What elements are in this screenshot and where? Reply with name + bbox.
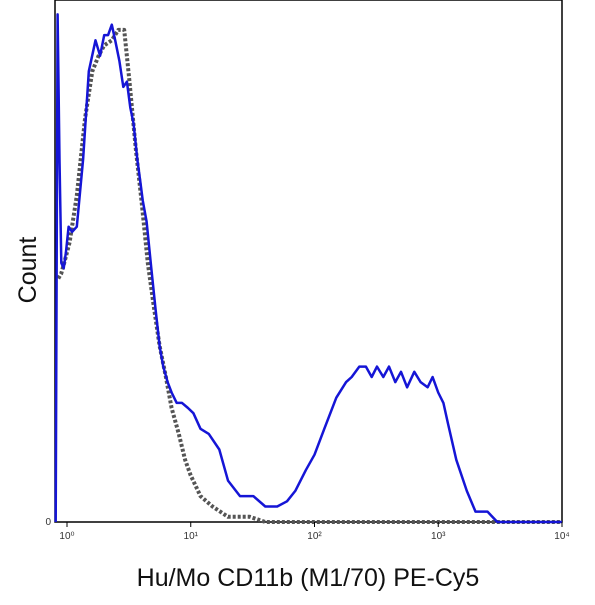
y-axis-label: Count: [14, 237, 42, 304]
x-tick-label: 10⁴: [554, 531, 569, 542]
x-tick-label: 10¹: [184, 531, 199, 542]
x-axis-label: Hu/Mo CD11b (M1/70) PE-Cy5: [137, 564, 480, 592]
plot-area: [56, 14, 562, 522]
y-tick-label: 0: [45, 517, 51, 528]
x-tick-label: 10²: [307, 531, 322, 542]
x-tick-label: 10³: [431, 531, 446, 542]
x-tick-label: 10⁰: [59, 531, 74, 542]
series-line-control: [58, 30, 562, 522]
